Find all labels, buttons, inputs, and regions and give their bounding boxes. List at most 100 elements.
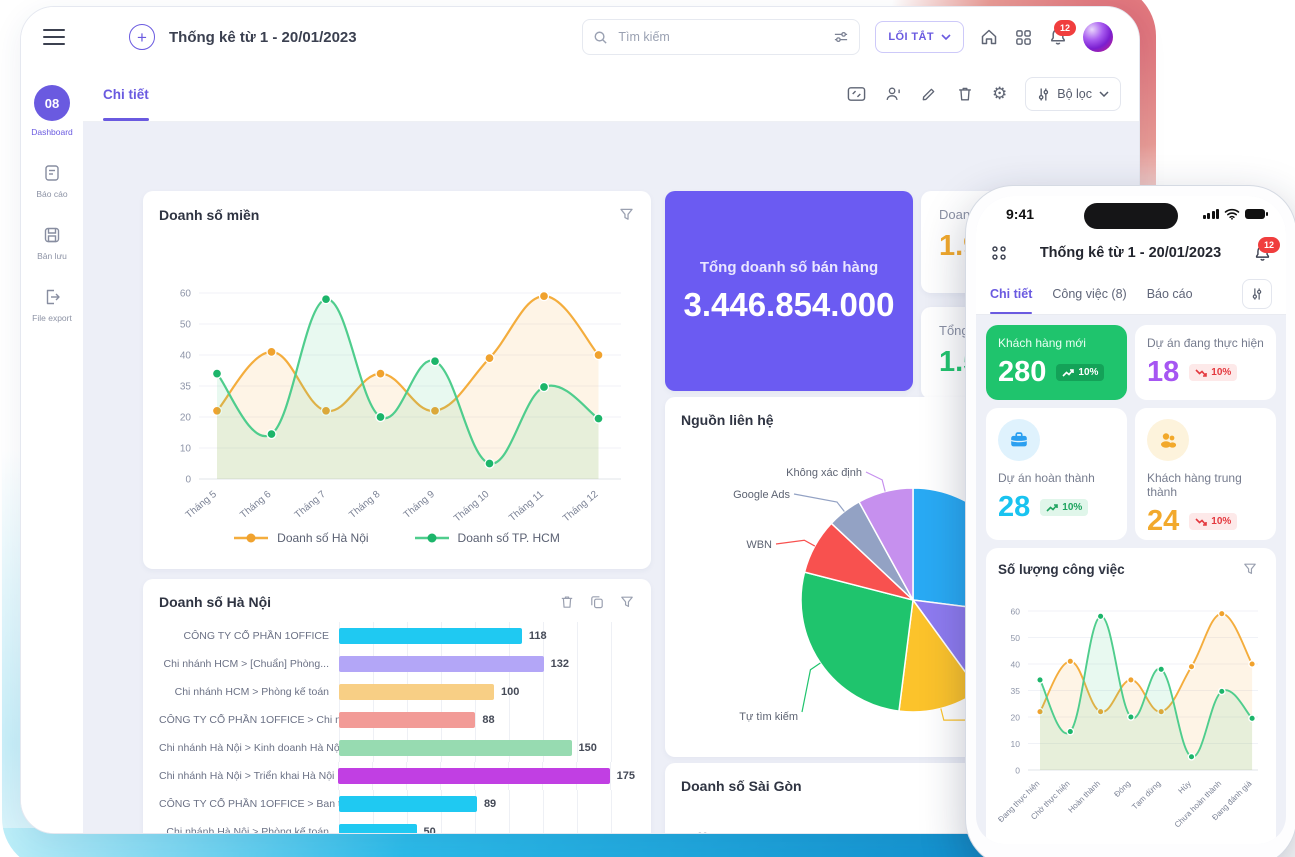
bar-chart-row: Chi nhánh HCM > [Chuẩn] Phòng... 132	[159, 650, 635, 678]
avatar[interactable]	[1083, 22, 1113, 52]
phone-tab-cong-viec[interactable]: Công việc (8)	[1052, 287, 1127, 301]
phone-time: 9:41	[1006, 206, 1035, 222]
bar-track: 50	[339, 818, 635, 834]
bar-value: 175	[616, 770, 635, 782]
stat-cards: Khách hàng mới 280 10% Dự án đang thực h…	[986, 325, 1276, 540]
home-icon[interactable]	[979, 27, 999, 47]
total-sales-label: Tổng doanh số bán hàng	[699, 258, 879, 276]
edit-pencil-icon[interactable]	[920, 85, 938, 103]
card-view-icon[interactable]	[847, 86, 866, 102]
bar-track: 100	[339, 678, 635, 706]
bar	[339, 656, 544, 672]
svg-text:10: 10	[1011, 739, 1021, 749]
bell-icon[interactable]: 12	[1253, 236, 1280, 263]
copy-icon[interactable]	[589, 594, 605, 610]
add-button[interactable]: +	[129, 24, 155, 50]
legend-item[interactable]: Doanh số Hà Nội	[234, 531, 369, 545]
svg-text:35: 35	[1011, 686, 1021, 696]
chevron-down-icon	[941, 34, 951, 40]
bar-track: 132	[339, 650, 635, 678]
svg-text:20: 20	[1011, 713, 1021, 723]
bar	[339, 684, 494, 700]
user-icon[interactable]	[884, 85, 902, 103]
bar	[339, 824, 417, 833]
funnel-filter-icon[interactable]	[618, 206, 635, 223]
wifi-icon	[1224, 208, 1240, 220]
bar-label: CÔNG TY CỔ PHẦN 1OFFICE > Chi nhánh...	[159, 714, 339, 726]
gear-icon[interactable]: ⚙	[992, 83, 1008, 104]
card-doanh-so-ha-noi-bars: Doanh số Hà Nội CÔNG TY CỔ PHẦN 1OFFICE 1…	[143, 579, 651, 834]
bar-track: 88	[339, 706, 635, 734]
region-line-chart: 0 10 20 35 40 50 60 Tháng 5 Tháng 6 Tháng 7 Tháng …	[180, 289, 621, 524]
trash-icon[interactable]	[559, 594, 575, 610]
tab-chi-tiet[interactable]: Chi tiết	[103, 67, 149, 121]
chevron-down-icon	[1099, 91, 1109, 97]
sidebar-item-dashboard[interactable]: 08 Dashboard	[31, 85, 73, 137]
toolbar-icons: ⚙ Bộ lọc	[847, 77, 1139, 111]
funnel-filter-icon[interactable]	[1236, 560, 1264, 578]
export-icon	[42, 287, 62, 307]
svg-text:50: 50	[1011, 633, 1021, 643]
svg-text:Tháng 8: Tháng 8	[347, 489, 383, 521]
status-icons	[1202, 208, 1268, 220]
bar	[339, 796, 477, 812]
legend-item[interactable]: Doanh số TP. HCM	[414, 531, 560, 545]
svg-text:Tháng 11: Tháng 11	[507, 489, 546, 524]
shortcut-button[interactable]: LỐI TẮT	[875, 21, 964, 53]
sidebar-item-file-export[interactable]: File export	[32, 287, 72, 323]
detail-toolbar: Chi tiết ⚙ Bộ lọc	[83, 67, 1139, 122]
topbar-actions: LỐI TẮT 12	[582, 19, 1139, 55]
phone-mockup: 9:41 Thống kê từ 1 - 20/01/2023	[965, 185, 1295, 857]
svg-text:Đóng: Đóng	[1112, 779, 1132, 799]
legend-label: Doanh số TP. HCM	[457, 531, 560, 545]
svg-text:0: 0	[185, 475, 191, 486]
bar-label: Chi nhánh HCM > [Chuẩn] Phòng...	[163, 658, 329, 670]
bar-value: 118	[528, 630, 547, 642]
phone-screen: 9:41 Thống kê từ 1 - 20/01/2023	[976, 196, 1286, 844]
save-icon	[42, 225, 62, 245]
battery-icon	[1245, 209, 1268, 219]
bar-value: 132	[550, 658, 569, 670]
menu-button[interactable]	[43, 29, 65, 45]
bar-label: CÔNG TY CỔ PHẦN 1OFFICE > Ban thư...	[159, 798, 339, 810]
stat-card-du-an-dang-thuc-hien[interactable]: Dự án đang thực hiện 18 10%	[1135, 325, 1276, 400]
bar-value: 88	[482, 714, 495, 726]
trash-icon[interactable]	[956, 85, 974, 103]
svg-text:Tháng 7: Tháng 7	[293, 489, 329, 521]
legend-label: Doanh số Hà Nội	[277, 531, 369, 545]
apps-grid-icon[interactable]	[990, 244, 1008, 262]
bar-chart-row: Chi nhánh HCM > Phòng kế toán 100	[159, 678, 635, 706]
search-icon	[593, 30, 608, 45]
stat-card-khach-hang-moi[interactable]: Khách hàng mới 280 10%	[986, 325, 1127, 400]
sidebar: 08 Dashboard Báo cáo Bản lưu File export	[21, 67, 84, 833]
trend-up-badge: 10%	[1056, 364, 1105, 381]
stat-card-du-an-hoan-thanh[interactable]: Dự án hoàn thành 28 10%	[986, 408, 1127, 540]
svg-text:Không xác định: Không xác định	[786, 467, 862, 479]
bar-label: Chi nhánh HCM > Phòng kế toán	[174, 686, 329, 698]
stat-card-khach-hang-trung-thanh[interactable]: Khách hàng trung thành 24 10%	[1135, 408, 1276, 540]
bar-chart-row: Chi nhánh Hà Nội > Kinh doanh Hà Nội 150	[159, 734, 635, 762]
bar-label: CÔNG TY CỔ PHẦN 1OFFICE	[183, 630, 329, 642]
sidebar-item-ban-luu[interactable]: Bản lưu	[37, 225, 67, 261]
card-total-sales[interactable]: Tổng doanh số bán hàng 3.446.854.000	[665, 191, 913, 391]
phone-content: Khách hàng mới 280 10% Dự án đang thực h…	[976, 315, 1286, 844]
filter-dropdown-button[interactable]: Bộ lọc	[1025, 77, 1121, 111]
svg-text:60: 60	[697, 832, 709, 835]
sidebar-item-bao-cao[interactable]: Báo cáo	[36, 163, 68, 199]
phone-tab-bao-cao[interactable]: Báo cáo	[1146, 287, 1193, 301]
bar-chart-rows: CÔNG TY CỔ PHẦN 1OFFICE 118 Chi nhánh HCM …	[143, 614, 651, 834]
tune-icon[interactable]	[833, 30, 849, 44]
search-input[interactable]	[616, 29, 826, 45]
search-box[interactable]	[582, 19, 861, 55]
phone-tab-chi-tiet[interactable]: Chi tiết	[990, 274, 1033, 314]
bell-icon[interactable]: 12	[1048, 20, 1076, 47]
bar-value: 50	[423, 826, 436, 834]
phone-filter-button[interactable]	[1242, 279, 1272, 309]
svg-text:WBN: WBN	[746, 539, 772, 551]
chart-legend: Doanh số Hà Nội Doanh số TP. HCM	[143, 531, 651, 545]
apps-grid-icon[interactable]	[1014, 28, 1033, 47]
funnel-filter-icon[interactable]	[619, 594, 635, 610]
card-doanh-so-mien: Doanh số miền 0 10 20 35 40 50 60 Tháng 5 Tháng …	[143, 191, 651, 569]
